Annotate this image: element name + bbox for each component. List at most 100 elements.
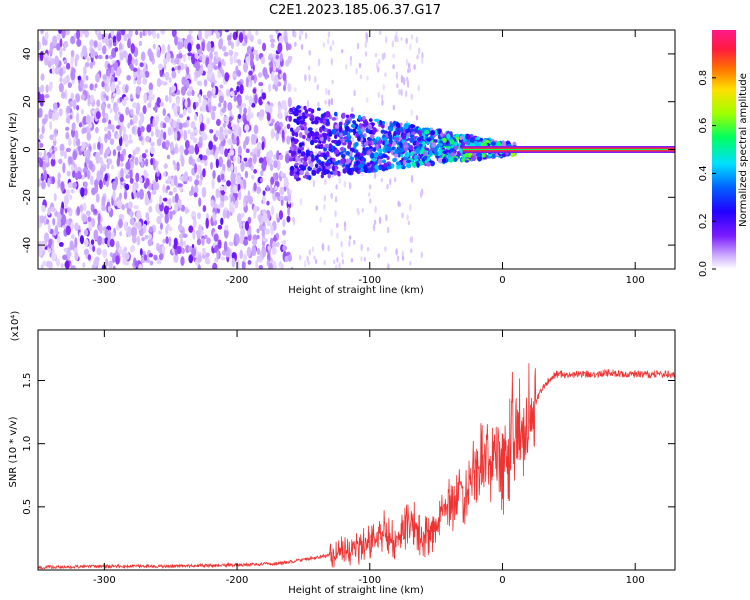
spectrogram-cell [71,122,76,132]
spectrogram-cell [165,94,169,102]
spectrogram-cell [49,147,53,154]
spectrogram-cell [232,31,238,41]
spectrogram-cell [192,137,198,144]
spectrogram-cell [416,54,419,60]
spectrogram-cell [337,172,341,177]
spectrogram-cell [118,218,123,229]
spectrogram-cell [278,154,284,161]
spectrogram-cell [251,239,258,246]
spectrogram-cell [57,177,61,188]
spectrogram-cell [188,225,194,233]
spectrogram-cell [355,67,358,75]
spectrogram-cell [410,235,414,244]
spectrogram-cell [140,51,146,62]
spectrogram-cell [384,245,387,253]
spectrogram-cell [182,108,187,116]
spectrogram-cell [181,76,187,86]
spectrogram-cell [357,130,362,135]
snr-x-axis-label: Height of straight line (km) [288,585,424,596]
spectrogram-cell [172,120,177,129]
spectrogram-cell [248,70,253,76]
spectrogram-cell [446,133,451,140]
spectrogram-cell [245,76,249,88]
spectrogram-cell [398,202,401,207]
spectrogram-cell [303,105,307,111]
spectrogram-cell [388,138,393,145]
spectrogram-cell [367,192,371,197]
spectrogram-cell [150,158,154,166]
spectrogram-cell [211,82,215,89]
spectrogram-cell [308,73,311,82]
spectrogram-cell [217,239,222,250]
spectrogram-cell [163,131,167,141]
spectrogram-cell [214,203,218,209]
spectrogram-cell [39,215,45,224]
spectrogram-cell [199,56,203,61]
spectrogram-cell [423,151,427,157]
spectrogram-cell [162,197,168,202]
spectrogram-cell [417,85,420,92]
spectrogram-cell [224,224,229,231]
spectrogram-cell [246,246,251,258]
spectrogram-cell [132,67,138,72]
spectrogram-cell [159,195,163,205]
spectrogram-cell [396,129,401,136]
spectrogram-cell [227,101,233,111]
spectrogram-cell [45,155,49,164]
spectrogram-cell [392,64,395,69]
spectrogram-cell [63,59,68,65]
spectrogram-cell [145,212,150,220]
spectrogram-cell [239,249,243,260]
spectrogram-cell [42,35,46,46]
spectrogram-cell [421,57,424,64]
spectrogram-cell [288,115,292,122]
spectrogram-cell [71,264,76,269]
spectrogram-cell [197,254,202,263]
spectrogram-cell [159,102,164,107]
spectrogram-cell [182,53,187,63]
spectrogram-cell [83,83,88,89]
spectrogram-cell [375,136,380,141]
spectrogram-cell [87,216,92,223]
spectrogram-cell [97,141,101,151]
spectrogram-cell [176,245,182,255]
spectrogram-cell [339,146,345,152]
spectrogram-cell [212,144,217,151]
spectrogram-cell [104,228,109,238]
spectrogram-cell [207,63,211,71]
spectrogram-cell [323,194,327,202]
spectrogram-cell [66,105,71,114]
spectrogram-cell [51,65,55,76]
spectrogram-cell [110,165,115,170]
spectrogram-cell [50,206,56,212]
spectrogram-cell [173,104,179,112]
spectrogram-cell [387,146,393,152]
spectrogram-cell [90,48,96,59]
spectrogram-cell [41,125,45,135]
spectrogram-cell [219,66,223,74]
spectrogram-cell [311,132,316,137]
spectrogram-cell [386,183,389,190]
spectrogram-cell [67,251,72,258]
spectrogram-cell [274,85,279,92]
spectrogram-cell [43,169,48,181]
spectrogram-cell [73,137,77,147]
spectrogram-cell [409,43,412,51]
spectrogram-cell [110,66,115,76]
spectrogram-cell [142,77,148,85]
spectrogram-cell [365,33,369,40]
spectrogram-cell [111,180,117,191]
spectrogram-cell [93,229,99,241]
spectrogram-cell [213,56,217,66]
spectrogram-cell [74,222,79,232]
spectrogram-cell [409,203,412,212]
spectrogram-cell [268,150,274,159]
spectrogram-cell [328,130,333,137]
spectrogram-cell [168,95,172,104]
spectrogram-cell [324,162,331,167]
spectrogram-cell [420,251,423,259]
spectrogram-cell [71,233,75,240]
spectrogram-cell [367,123,373,130]
spectrogram-cell [259,108,265,118]
spectrogram-cell [138,40,143,47]
